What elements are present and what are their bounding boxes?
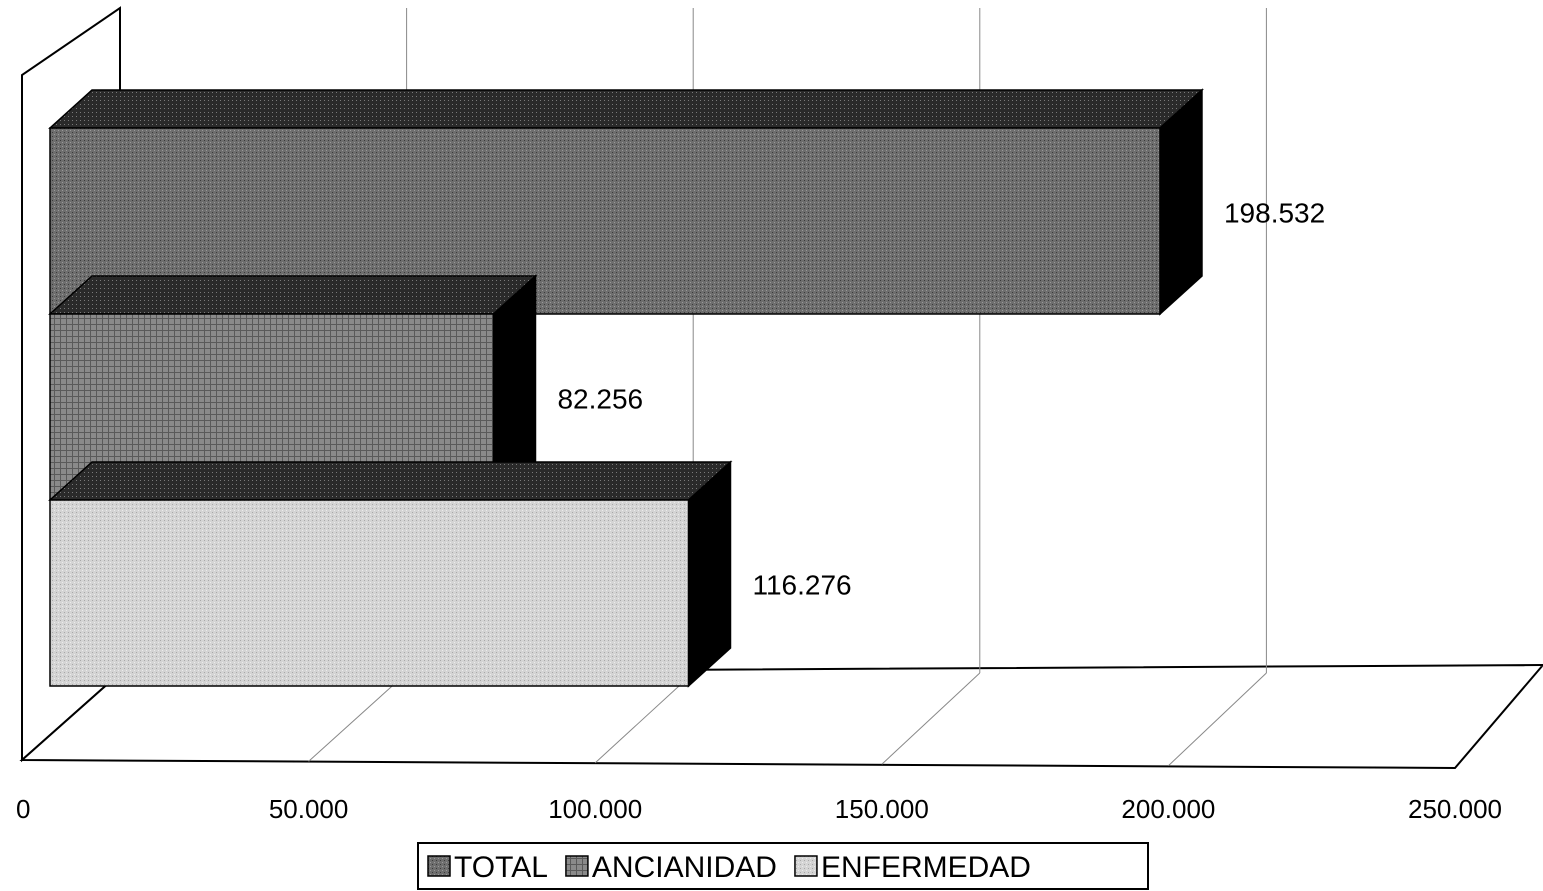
data-label-enfermedad: 116.276 xyxy=(752,569,851,600)
bar-side-face xyxy=(687,460,732,688)
legend-swatch xyxy=(794,855,818,877)
bar-top-face xyxy=(48,89,1204,129)
grid-line-floor xyxy=(881,672,981,765)
data-labels-group: 198.532 82.256 116.276 xyxy=(557,197,1325,600)
bar-top-face xyxy=(48,275,538,315)
legend-item-enfermedad: ENFERMEDAD xyxy=(794,851,1031,884)
x-tick-label: 150.000 xyxy=(835,794,929,824)
legend-label: ENFERMEDAD xyxy=(821,851,1031,884)
floor xyxy=(19,663,1543,770)
bar-front-face xyxy=(49,499,690,687)
bar-side-face xyxy=(1159,88,1203,316)
bars-group xyxy=(48,88,1204,688)
x-tick-label: 250.000 xyxy=(1408,794,1502,824)
x-tick-label: 200.000 xyxy=(1121,794,1215,824)
legend-item-ancianidad: ANCIANIDAD xyxy=(565,851,777,884)
bar-top-face xyxy=(48,461,733,501)
legend-box xyxy=(417,842,1149,890)
grid-line-floor xyxy=(1168,672,1267,767)
legend-label: TOTAL xyxy=(454,851,548,884)
data-label-ancianidad: 82.256 xyxy=(557,383,643,414)
x-tick-label: 50.000 xyxy=(269,794,349,824)
legend-label: ANCIANIDAD xyxy=(592,851,777,884)
x-tick-label: 0 xyxy=(16,794,30,824)
legend: TOTAL ANCIANIDAD ENFERMEDAD xyxy=(417,842,1149,890)
legend-swatch xyxy=(427,855,451,877)
legend-item-total: TOTAL xyxy=(427,851,548,884)
x-tick-labels-group: 0 50.000 100.000 150.000 200.000 250.000 xyxy=(16,794,1502,824)
bar-total xyxy=(48,88,1204,316)
data-label-total: 198.532 xyxy=(1224,197,1325,228)
grid-line-floor xyxy=(308,672,407,762)
grid-line-floor xyxy=(594,672,694,764)
bar-enfermedad xyxy=(48,460,733,688)
x-tick-label: 100.000 xyxy=(548,794,642,824)
legend-swatch xyxy=(565,855,589,877)
